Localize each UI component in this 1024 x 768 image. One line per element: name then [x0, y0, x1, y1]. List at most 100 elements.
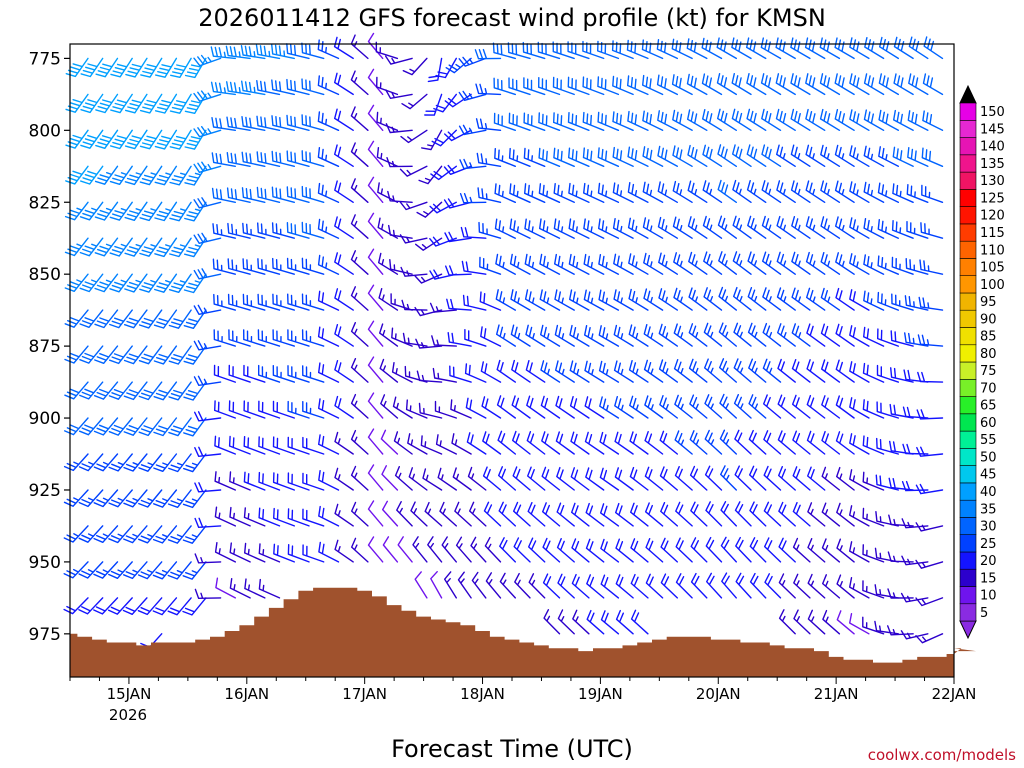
colorbar-swatch	[959, 378, 977, 397]
wind-barb	[733, 286, 752, 311]
wind-barb	[467, 466, 487, 491]
wind-barb	[673, 252, 693, 275]
colorbar-label: 20	[980, 554, 997, 569]
wind-barb	[834, 144, 855, 167]
wind-barb	[271, 150, 295, 167]
wind-barb	[689, 394, 708, 419]
wind-barb	[287, 472, 310, 491]
wind-barb	[124, 201, 148, 221]
wind-barb	[286, 150, 310, 167]
wind-barb	[720, 501, 737, 527]
x-tick-label: 21JAN	[814, 685, 859, 703]
wind-barb	[367, 464, 384, 491]
wind-barb	[673, 359, 693, 383]
wind-barb	[445, 57, 472, 74]
wind-barb	[763, 465, 782, 491]
wind-barb	[571, 573, 590, 599]
wind-barb	[481, 396, 502, 419]
wind-barb	[525, 360, 546, 383]
wind-barb	[167, 561, 192, 580]
wind-barb	[444, 571, 457, 599]
wind-barb	[94, 237, 119, 257]
wind-barb	[778, 609, 796, 635]
wind-barb	[258, 364, 281, 383]
wind-barb	[301, 221, 325, 239]
wind-barb	[917, 334, 944, 347]
wind-barb	[862, 435, 885, 455]
wind-barb	[317, 111, 340, 131]
wind-barb	[863, 73, 885, 96]
colorbar-label: 10	[980, 589, 997, 604]
colorbar-swatch	[959, 361, 977, 380]
wind-barb	[552, 76, 575, 96]
wind-barb	[923, 36, 944, 60]
wind-barb	[63, 561, 89, 579]
colorbar-label: 85	[980, 330, 997, 345]
wind-barb	[225, 45, 251, 60]
wind-barb	[154, 93, 178, 114]
wind-barb	[391, 362, 413, 383]
y-tick-label: 825	[29, 193, 61, 213]
wind-barb	[807, 538, 826, 563]
wind-barb	[272, 329, 295, 347]
wind-barb	[382, 536, 399, 563]
wind-barb	[734, 501, 752, 527]
wind-barb	[569, 324, 590, 347]
wind-barb	[154, 237, 178, 258]
wind-barb	[301, 185, 325, 203]
wind-barb	[242, 293, 266, 311]
wind-barb	[424, 501, 443, 527]
wind-barb	[367, 248, 384, 275]
wind-barb	[124, 273, 148, 293]
wind-barb	[258, 578, 281, 599]
wind-barb	[334, 539, 354, 563]
wind-barb	[721, 572, 737, 599]
wind-barb	[184, 129, 207, 150]
wind-barb	[464, 329, 487, 347]
plot-area	[63, 32, 977, 678]
y-tick-label: 900	[29, 409, 61, 429]
wind-barb	[137, 561, 163, 580]
wind-barb	[334, 288, 354, 311]
wind-barb	[915, 633, 944, 644]
wind-barb	[350, 429, 369, 455]
wind-barb	[878, 109, 899, 131]
wind-barb	[272, 293, 295, 311]
wind-barb	[836, 610, 855, 635]
wind-barb	[615, 609, 634, 635]
wind-barb	[642, 110, 664, 131]
wind-barb	[863, 290, 885, 311]
wind-barb	[182, 597, 207, 616]
wind-barb	[258, 400, 281, 419]
wind-barb	[849, 181, 870, 203]
wind-barb	[317, 290, 340, 311]
colorbar-label: 95	[980, 295, 997, 310]
colorbar-swatch	[959, 189, 977, 207]
wind-barb	[790, 180, 811, 203]
wind-barb	[570, 467, 590, 491]
wind-barb	[673, 323, 693, 347]
wind-barb	[318, 541, 340, 563]
wind-barb	[806, 323, 826, 347]
wind-barb	[459, 158, 487, 170]
x-tick-label: 17JAN	[342, 685, 387, 703]
colorbar-top-arrow	[959, 84, 977, 104]
wind-barb	[776, 215, 796, 239]
wind-barb	[240, 45, 266, 60]
wind-barb	[628, 324, 649, 347]
wind-barb	[569, 396, 590, 419]
wind-barb	[152, 525, 178, 544]
colorbar-swatch	[959, 137, 977, 156]
wind-barb	[862, 616, 885, 635]
colorbar-swatch	[959, 120, 977, 138]
wind-barb	[94, 309, 119, 329]
wind-barb	[849, 577, 870, 599]
wind-barb	[917, 371, 944, 383]
colorbar-label: 100	[980, 278, 1005, 293]
wind-barb	[849, 469, 870, 491]
wind-barb	[497, 430, 516, 455]
wind-barb	[469, 501, 487, 527]
wind-barb	[791, 359, 811, 383]
colorbar-swatch	[959, 499, 977, 518]
site-credit: coolwx.com/models	[868, 746, 1016, 764]
